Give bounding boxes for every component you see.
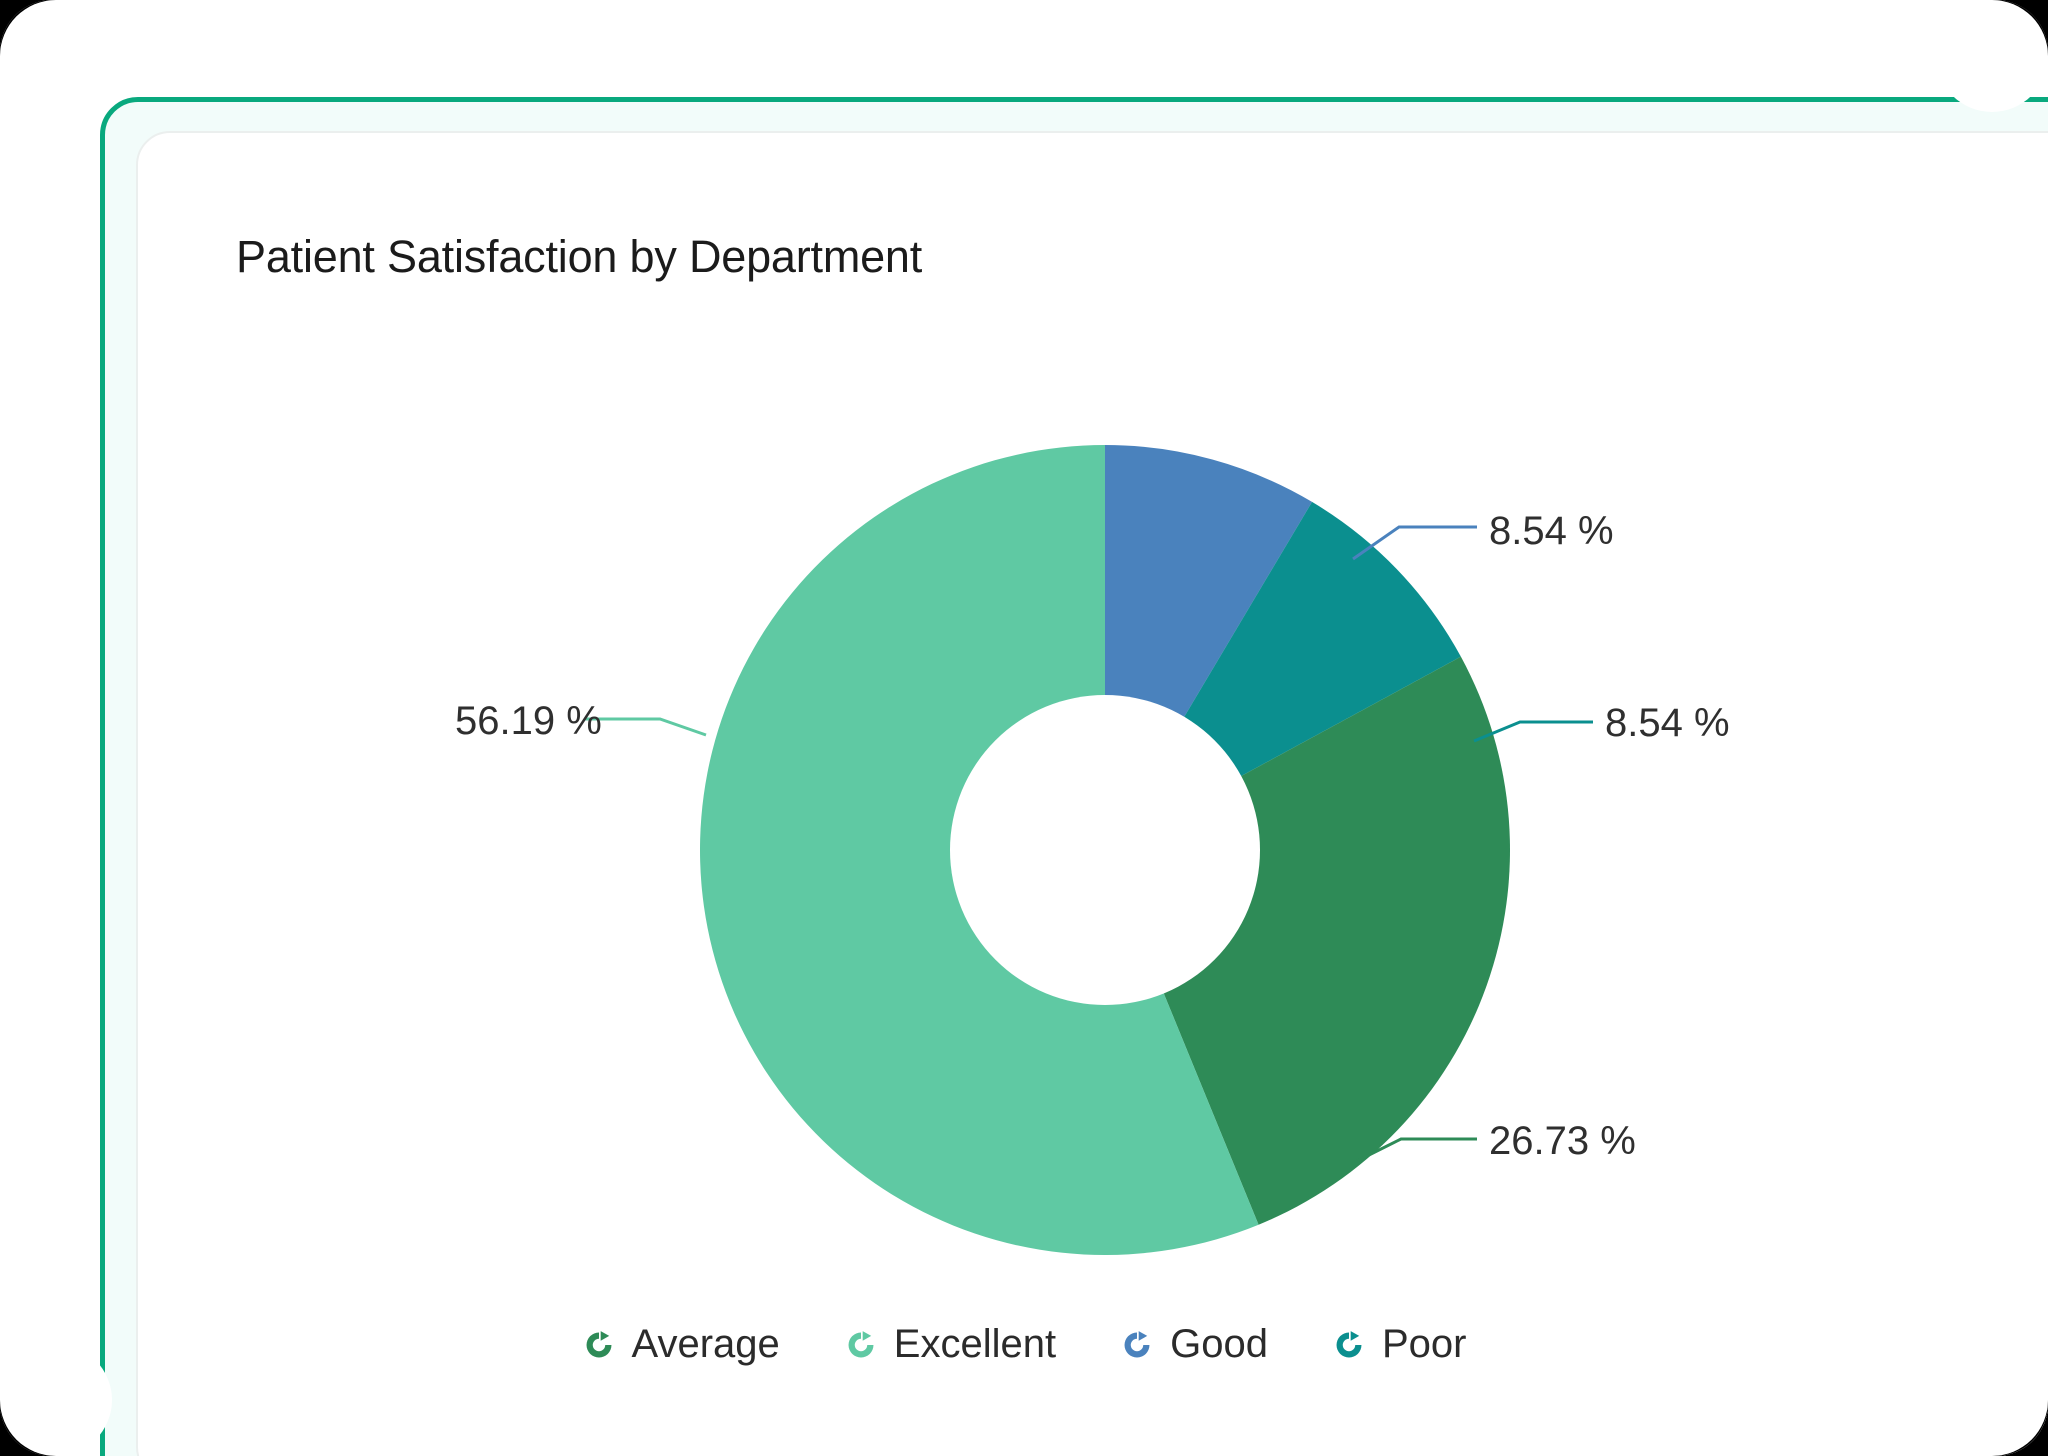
slice-value-label-good: 8.54 % [1489, 509, 1614, 553]
donut-chart-icon [1336, 1330, 1362, 1357]
slice-value-label-poor: 8.54 % [1605, 701, 1730, 745]
legend-item-label: Poor [1381, 1322, 1467, 1366]
legend-item-label: Average [631, 1322, 780, 1366]
page-title: Patient Satisfaction by Department [236, 231, 923, 282]
legend-item-good[interactable]: Good [1120, 1322, 1268, 1367]
donut-chart-icon [586, 1330, 611, 1357]
slice-value-label-excellent: 56.19 % [455, 699, 602, 743]
legend-item-excellent[interactable]: Excellent [844, 1322, 1056, 1367]
legend-item-poor[interactable]: Poor [1332, 1322, 1467, 1367]
donut-chart-icon [848, 1330, 874, 1357]
legend-item-label: Good [1170, 1322, 1268, 1366]
chart-card [136, 131, 2048, 1456]
legend-item-label: Excellent [893, 1322, 1057, 1366]
corner-mask-bottom-left [0, 1344, 112, 1456]
chart-legend: Average Excellent Good Poor [0, 1322, 2048, 1367]
legend-item-average[interactable]: Average [582, 1322, 780, 1367]
donut-chart-icon [1124, 1330, 1150, 1357]
corner-mask-top-right [1936, 0, 2048, 112]
corner-mask-top-left [0, 0, 112, 112]
slice-value-label-average: 26.73 % [1489, 1119, 1636, 1163]
